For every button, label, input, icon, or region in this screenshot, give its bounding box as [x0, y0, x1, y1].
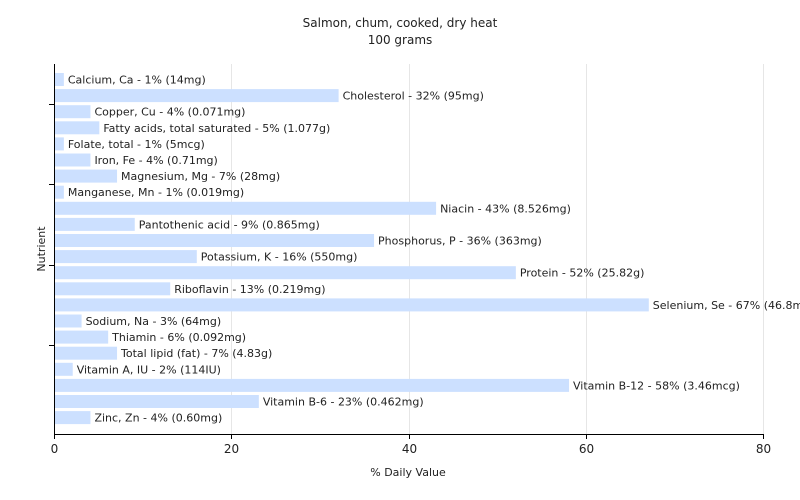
bar-label: Sodium, Na - 3% (64mg) — [86, 315, 222, 328]
x-tick-label: 40 — [402, 442, 417, 456]
bar-label: Iron, Fe - 4% (0.71mg) — [94, 154, 217, 167]
bar-label: Protein - 52% (25.82g) — [520, 267, 645, 280]
bar-label: Selenium, Se - 67% (46.8mcg) — [653, 299, 800, 312]
bar — [55, 153, 91, 167]
bar-label: Manganese, Mn - 1% (0.019mg) — [68, 186, 244, 199]
bar — [55, 137, 64, 151]
bar — [55, 411, 91, 425]
bar — [55, 330, 109, 344]
bar-label: Vitamin B-6 - 23% (0.462mg) — [263, 396, 424, 409]
bar — [55, 89, 339, 103]
bar-label: Riboflavin - 13% (0.219mg) — [174, 283, 325, 296]
bar-label: Cholesterol - 32% (95mg) — [343, 90, 484, 103]
bar — [55, 395, 259, 408]
bar — [55, 217, 135, 231]
x-tick-label: 60 — [579, 442, 594, 456]
bar-label: Zinc, Zn - 4% (0.60mg) — [94, 412, 222, 425]
bar — [55, 346, 118, 360]
x-axis-title: % Daily Value — [370, 466, 446, 479]
bar-label: Niacin - 43% (8.526mg) — [440, 202, 571, 215]
x-tick-label: 80 — [756, 442, 771, 456]
bar — [55, 282, 171, 296]
bar-label: Thiamin - 6% (0.092mg) — [111, 331, 246, 344]
bar-label: Calcium, Ca - 1% (14mg) — [68, 74, 206, 87]
bar-label: Fatty acids, total saturated - 5% (1.077… — [103, 122, 330, 135]
bar-label: Potassium, K - 16% (550mg) — [201, 251, 358, 264]
bar — [55, 314, 82, 328]
chart-title: Salmon, chum, cooked, dry heat — [303, 16, 498, 30]
bar-label: Total lipid (fat) - 7% (4.83g) — [120, 347, 272, 360]
bar — [55, 169, 118, 183]
bar — [55, 121, 100, 135]
bar-label: Folate, total - 1% (5mcg) — [68, 138, 205, 151]
axes: 0 20 40 60 80 — [49, 64, 771, 456]
bar — [55, 378, 570, 392]
plot-area — [54, 64, 763, 434]
chart-subtitle: 100 grams — [368, 33, 433, 47]
bar-label: Copper, Cu - 4% (0.071mg) — [94, 106, 245, 119]
bar — [55, 298, 649, 312]
bar-label: Pantothenic acid - 9% (0.865mg) — [139, 218, 320, 231]
grid-lines — [54, 64, 764, 434]
bar — [55, 266, 516, 280]
bar — [55, 105, 91, 119]
y-axis-title: Nutrient — [35, 226, 48, 272]
bars: Calcium, Ca - 1% (14mg) Cholesterol - 32%… — [55, 73, 800, 425]
x-tick-label: 0 — [51, 442, 59, 456]
bar — [55, 201, 437, 215]
bar — [55, 234, 375, 247]
x-tick-label: 20 — [224, 442, 239, 456]
bar — [55, 185, 64, 199]
bar — [55, 362, 73, 376]
bar-label: Magnesium, Mg - 7% (28mg) — [121, 170, 280, 183]
bar-label: Vitamin A, IU - 2% (114IU) — [77, 363, 221, 376]
bar-label: Phosphorus, P - 36% (363mg) — [378, 235, 542, 248]
bar — [55, 73, 64, 86]
bar-label: Vitamin B-12 - 58% (3.46mcg) — [573, 379, 740, 392]
bar — [55, 250, 197, 264]
